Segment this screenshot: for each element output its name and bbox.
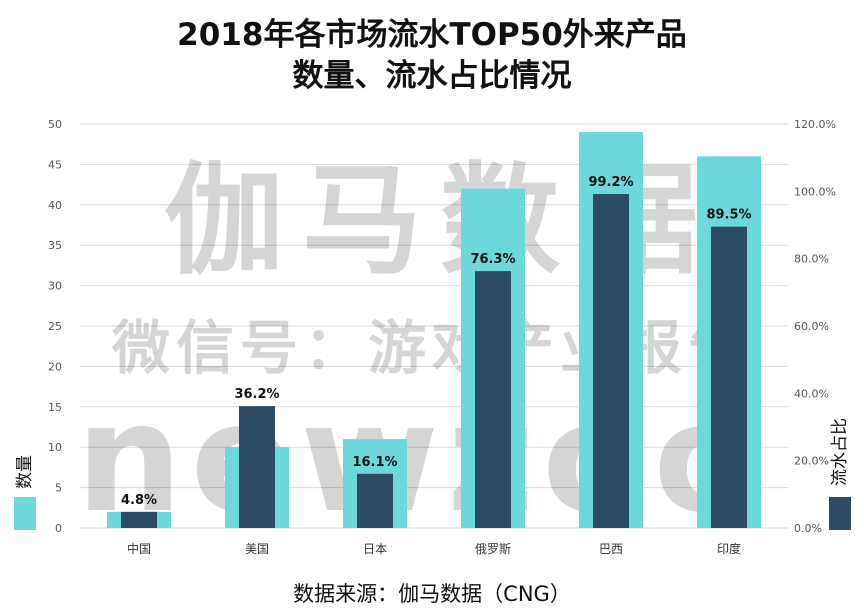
x-axis-ticks: 中国 美国 日本 俄罗斯 巴西 印度 — [127, 541, 741, 556]
left-tick-label: 25 — [48, 320, 62, 333]
grid-lines — [80, 123, 788, 529]
right-tick-label: 120.0% — [794, 118, 836, 131]
left-tick-label: 35 — [48, 239, 62, 252]
x-tick-label: 印度 — [717, 541, 741, 556]
x-tick-label: 中国 — [127, 541, 151, 556]
left-tick-label: 0 — [55, 522, 62, 535]
left-tick-label: 5 — [55, 482, 62, 495]
left-axis-ticks: 0 5 10 15 20 25 30 35 40 45 50 — [48, 118, 62, 535]
series-share — [121, 194, 747, 528]
left-tick-label: 40 — [48, 199, 62, 212]
data-label-share: 99.2% — [588, 175, 633, 190]
data-label-share: 89.5% — [706, 208, 751, 223]
data-label-share: 76.3% — [470, 252, 515, 267]
data-label-share: 4.8% — [121, 493, 157, 508]
right-tick-label: 0.0% — [794, 522, 822, 535]
watermark: 伽马数据 微信号：游戏产业报告 newzoo — [76, 152, 765, 546]
legend-label-share: 流水占比 — [830, 418, 850, 486]
left-tick-label: 10 — [48, 441, 62, 454]
right-tick-label: 20.0% — [794, 455, 829, 468]
chart-title-line-1: 2018年各市场流水TOP50外来产品 — [177, 17, 687, 53]
legend: 数量 流水占比 — [14, 418, 851, 530]
legend-swatch-share — [829, 497, 851, 530]
right-tick-label: 60.0% — [794, 320, 829, 333]
data-label-share: 36.2% — [234, 387, 279, 402]
x-tick-label: 巴西 — [599, 542, 623, 556]
bar-share — [711, 226, 747, 528]
data-label-share: 16.1% — [352, 455, 397, 470]
bar-share — [357, 473, 393, 528]
data-labels: 4.8% 36.2% 16.1% 76.3% 99.2% 89.5% — [121, 175, 752, 508]
watermark-newzoo: newzoo — [76, 372, 765, 546]
chart-title-line-2: 数量、流水占比情况 — [292, 58, 572, 94]
right-axis-ticks: 0.0% 20.0% 40.0% 60.0% 80.0% 100.0% 120.0% — [794, 118, 836, 535]
right-tick-label: 40.0% — [794, 387, 829, 400]
bar-share — [593, 194, 629, 528]
left-tick-label: 30 — [48, 280, 62, 293]
x-tick-label: 日本 — [363, 542, 387, 556]
left-tick-label: 45 — [48, 158, 62, 171]
right-tick-label: 100.0% — [794, 185, 836, 198]
legend-swatch-count — [14, 497, 36, 530]
bar-share — [121, 511, 157, 528]
bar-share — [475, 271, 511, 528]
left-tick-label: 20 — [48, 360, 62, 373]
left-tick-label: 15 — [48, 401, 62, 414]
data-source-note: 数据来源：伽马数据（CNG） — [293, 582, 571, 606]
left-tick-label: 50 — [48, 118, 62, 131]
x-tick-label: 美国 — [245, 542, 269, 556]
bar-share — [239, 406, 275, 528]
right-tick-label: 80.0% — [794, 253, 829, 266]
legend-label-count: 数量 — [15, 455, 35, 489]
x-tick-label: 俄罗斯 — [475, 542, 511, 556]
